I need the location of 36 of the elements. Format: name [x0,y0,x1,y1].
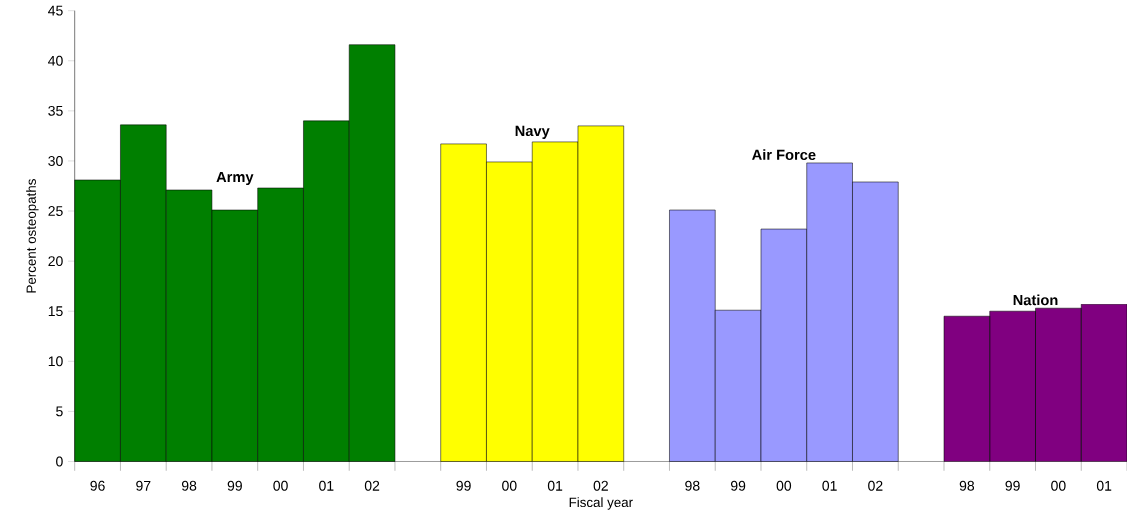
series-label: Nation [1013,294,1058,306]
y-tick-label: 0 [56,456,63,467]
x-tick-label: 00 [776,480,792,491]
x-axis-title: Fiscal year [569,497,633,510]
x-tick-label: 99 [1005,480,1020,491]
y-tick-label: 40 [48,55,63,66]
x-tick-label: 01 [547,480,563,491]
x-tick-label: 96 [90,480,105,491]
y-tick-label: 10 [48,356,63,367]
y-tick-label: 25 [48,206,63,216]
x-tick-label: 98 [685,480,700,491]
x-tick-label: 01 [319,480,334,491]
x-tick-label: 97 [136,480,151,491]
x-tick-label: 02 [593,480,608,491]
x-tick-label: 99 [730,480,746,491]
y-tick-label: 30 [48,155,63,166]
x-tick-label: 00 [1051,480,1066,491]
x-tick-label: 98 [181,480,197,491]
x-tick-label: 98 [959,480,975,491]
y-tick-label: 35 [48,105,63,116]
y-tick-label: 20 [48,256,63,266]
x-tick-label: 00 [502,480,517,491]
x-tick-label: 02 [364,480,380,491]
y-axis-title: Percent osteopaths [26,179,39,293]
x-tick-label: 01 [1096,480,1112,491]
y-tick-label: 15 [48,306,63,317]
x-tick-label: 99 [227,480,242,491]
x-tick-label: 00 [273,480,288,491]
x-tick-label: 02 [868,480,883,491]
y-tick-label: 5 [56,406,63,417]
x-tick-label: 01 [822,480,837,491]
series-label: Army [216,171,254,185]
series-label: Navy [515,125,550,139]
y-tick-label: 45 [48,5,63,16]
series-label: Air Force [752,149,816,160]
x-tick-label: 99 [456,480,471,491]
